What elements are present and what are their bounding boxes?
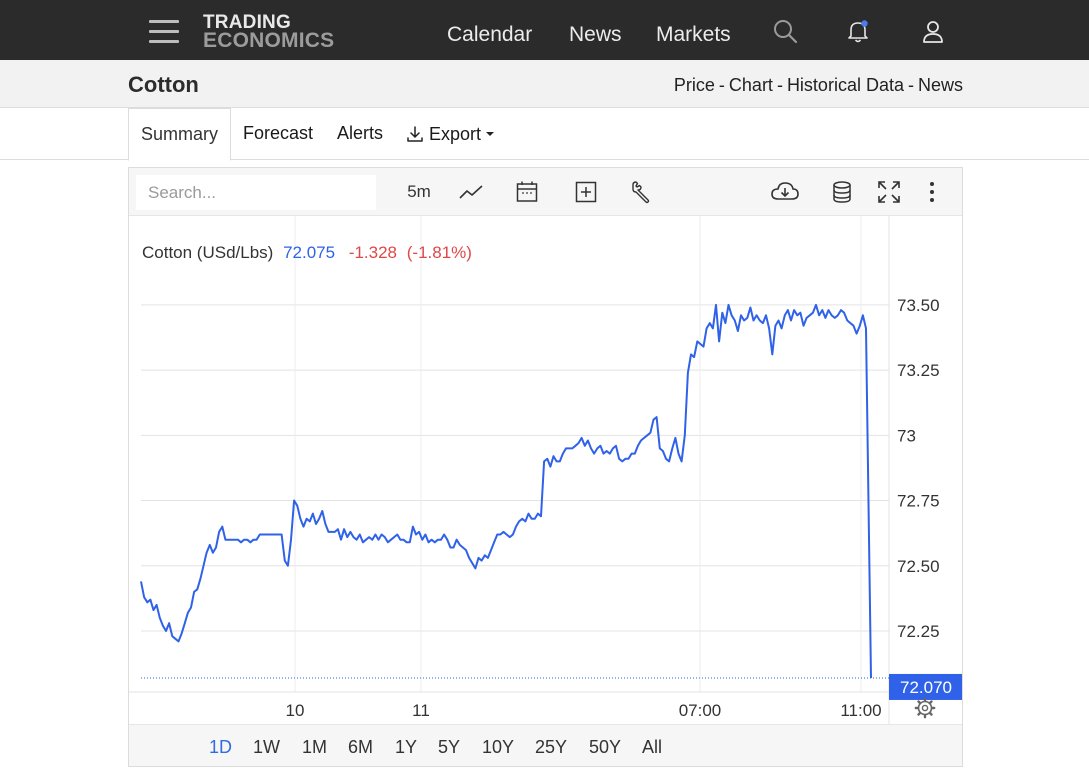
range-10y[interactable]: 10Y [482,737,515,757]
chart-toolbar: 5m [129,168,962,216]
tab-forecast[interactable]: Forecast [243,123,314,143]
y-tick-label: 72.50 [897,557,940,576]
price-series-line [140,303,872,679]
title-link-historical-data[interactable]: Historical Data [786,75,904,95]
tab-row: Summary Forecast Alerts Export [0,108,1089,161]
range-all[interactable]: All [642,737,663,757]
top-navbar: TRADING ECONOMICS Calendar News Markets [0,0,1089,60]
range-selector: 1D 1W 1M 6M 1Y 5Y 10Y 25Y 50Y All [129,724,962,766]
tab-export[interactable]: Export [405,108,495,160]
legend-series-name: Cotton (USd/Lbs) [142,243,273,262]
separator: - [907,75,914,95]
calendar-icon[interactable] [514,179,540,205]
nav-link-news[interactable]: News [569,23,622,46]
brand-logo[interactable]: TRADING ECONOMICS [203,12,335,52]
separator: - [718,75,725,95]
y-tick-label: 72.25 [897,622,940,641]
legend-price: 72.075 [283,243,335,262]
tab-summary[interactable]: Summary [128,108,231,161]
nav-link-calendar[interactable]: Calendar [447,23,533,46]
chart-settings-gear-icon[interactable] [914,697,936,719]
add-indicator-icon[interactable] [573,179,599,205]
legend-change-percent: (-1.81%) [407,243,472,262]
line-chart-icon[interactable] [457,179,485,205]
chart-widget: 5m 73.50 73.25 73 72.75 72.50 72.25 [128,167,963,767]
logo-line2: ECONOMICS [203,29,335,52]
tab-alerts[interactable]: Alerts [337,123,384,143]
x-tick-label: 11 [412,701,430,720]
wrench-icon[interactable] [628,179,654,205]
y-tick-label: 73.50 [897,296,940,315]
logo-line1: TRADING [203,12,291,33]
price-chart[interactable]: 73.50 73.25 73 72.75 72.50 72.25 10 11 07:00 11:… [129,216,962,724]
search-icon[interactable] [772,18,798,44]
last-price-tag [889,673,962,700]
page-title: Cotton [128,72,199,97]
more-options-icon[interactable] [922,179,942,205]
menu-icon[interactable] [149,20,179,43]
title-link-price[interactable]: Price [673,75,715,95]
range-25y[interactable]: 25Y [535,737,568,757]
title-links: Price - Chart - Historical Data - News [674,75,963,96]
range-1y[interactable]: 1Y [395,737,418,757]
title-link-news[interactable]: News [917,75,963,95]
chart-search-input[interactable] [136,175,376,210]
y-tick-label: 73 [897,426,916,445]
nav-link-markets[interactable]: Markets [656,23,731,46]
separator: - [776,75,783,95]
y-tick-label: 73.25 [897,361,940,380]
x-tick-label: 10 [286,701,305,720]
fullscreen-icon[interactable] [876,179,902,205]
range-5y[interactable]: 5Y [438,737,461,757]
range-1w[interactable]: 1W [253,737,280,757]
bell-icon[interactable] [845,18,871,44]
y-tick-label: 72.75 [897,492,940,511]
export-label: Export [429,124,482,144]
range-6m[interactable]: 6M [348,737,374,757]
range-1d[interactable]: 1D [209,737,233,757]
x-tick-label: 07:00 [679,701,722,720]
title-link-chart[interactable]: Chart [728,75,773,95]
range-1m[interactable]: 1M [302,737,328,757]
download-icon [407,126,423,142]
database-icon[interactable] [829,179,855,205]
chart-legend: Cotton (USd/Lbs) 72.075 -1.328 (-1.81%) [142,243,472,262]
x-tick-label: 11:00 [840,701,881,720]
caret-down-icon [486,132,495,136]
legend-change: -1.328 [349,243,397,262]
last-price-label: 72.070 [900,678,952,697]
user-icon[interactable] [920,18,946,44]
title-bar: Cotton Price - Chart - Historical Data - News [0,60,1089,108]
cloud-download-icon[interactable] [770,179,800,205]
interval-button[interactable]: 5m [407,182,431,201]
range-50y[interactable]: 50Y [589,737,622,757]
